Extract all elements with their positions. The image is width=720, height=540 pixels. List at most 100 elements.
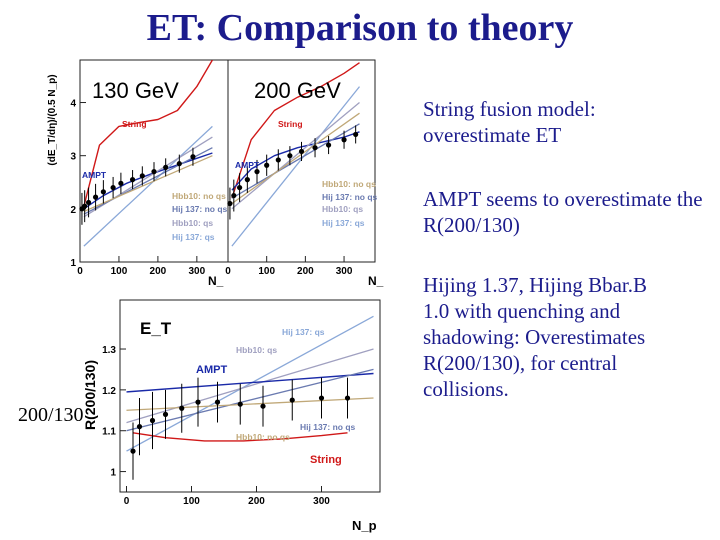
panel1-xtick-label: 0 [77, 266, 83, 277]
panel3-data-point [289, 397, 295, 403]
panel1-data-point [176, 161, 182, 167]
panel1-data-point [85, 199, 92, 206]
panel3-xtick-label: 0 [124, 496, 130, 507]
panel1-data-point [129, 177, 136, 183]
panel1-ytick-label: 4 [70, 99, 76, 110]
panel3-ylabel: R(200/130) [82, 360, 98, 430]
panel3-data-point [136, 424, 143, 430]
panel3-ytick-label: 1.2 [102, 386, 116, 397]
panel1-series-hbb10-no-qs [83, 155, 213, 213]
panel3-data-point [195, 399, 201, 405]
panel3-xtick-label: 100 [183, 496, 200, 507]
panel3-data-point [179, 405, 185, 411]
panel2-legend-hbb10-qs: Hbb10: qs [322, 204, 363, 214]
panel2-data-point [275, 157, 281, 163]
panel3-ytick-label: 1.1 [102, 427, 116, 438]
panel3-data-point [130, 448, 136, 454]
panel1-data-point [82, 203, 88, 209]
panel1-data-point [92, 194, 99, 200]
panel2-xlabel: N_ [368, 274, 384, 288]
panel2-legend-ampt: AMPT [235, 160, 260, 170]
panel3-ytick-label: 1.3 [102, 345, 116, 356]
panel3-data-point [344, 395, 351, 401]
panel2-xtick-label: 0 [225, 266, 231, 277]
panel2-series-hbb10-no-qs [231, 112, 360, 205]
panel1-xlabel: N_ [208, 274, 224, 288]
panel2-xtick-label: 200 [297, 266, 314, 277]
panel1-ylabel: (dE_T/dη)/(0.5 N_p) [47, 74, 58, 165]
panel3-xtick-label: 300 [313, 496, 330, 507]
panel2-data-point [264, 162, 270, 168]
panel2-series-hij-137-no-qs [231, 123, 360, 199]
panel2-series-string [231, 62, 360, 199]
panel1-legend-hij-137-qs: Hij 137: qs [172, 232, 215, 242]
slide-title: ET: Comparison to theory [146, 7, 574, 49]
panel3-series-hij-137-no-qs [126, 368, 374, 432]
panel1-series-hij-137-qs [83, 125, 213, 247]
panel2-legend-string: String [278, 119, 303, 129]
panel1-data-point [110, 184, 116, 191]
panel1-data-point [151, 169, 157, 175]
panel3-data-point [260, 403, 266, 409]
panel1-ytick-label: 1 [70, 258, 76, 269]
panel2-data-point [227, 200, 233, 207]
panel1-data-point [139, 173, 145, 179]
panel1-legend-string: String [122, 119, 147, 129]
panel1-xtick-label: 100 [111, 266, 128, 277]
panel2-panel-label: 200 GeV [254, 78, 341, 103]
panel2-data-point [244, 177, 250, 183]
panel3-data-point [149, 417, 156, 424]
panel1-data-point [100, 189, 106, 195]
bullet-string: String fusion model: overestimate ET [423, 97, 596, 147]
panel2-legend-hbb10-no-qs: Hbb10: no qs [322, 179, 376, 189]
panel3-data-point [162, 411, 169, 417]
panel2-legend-hij-137-qs: Hij 137: qs [322, 218, 365, 228]
panel3-legend-string: String [310, 454, 342, 466]
panel2-data-point [341, 137, 347, 143]
panel3-frame [119, 299, 381, 493]
panel3-series-hbb10-no-qs [126, 397, 374, 411]
bullet-hijing: Hijing 1.37, Hijing Bbar.B 1.0 with quen… [423, 273, 648, 401]
panel1-data-point [118, 180, 124, 186]
panel3-legend-ampt: AMPT [196, 364, 227, 376]
ratio-axis-external-label: 200/130 [18, 404, 84, 426]
panel3-series-hij-137-qs [126, 315, 374, 452]
panel1-legend-hbb10-no-qs: Hbb10: no qs [172, 191, 226, 201]
panel2-data-point [237, 184, 243, 191]
panel2-series-hbb10-qs [231, 102, 360, 210]
panel2-xtick-label: 300 [336, 266, 353, 277]
panel3-data-point [214, 399, 221, 405]
panel2-legend-hij-137-no-qs: Hij 137: no qs [322, 192, 378, 202]
panel1-legend-ampt: AMPT [82, 170, 107, 180]
panel3-panel-label: E_T [140, 319, 172, 338]
panel1-series-hij-137-no-qs [83, 147, 213, 215]
panel2-data-point [312, 145, 318, 151]
bullet-ampt: AMPT seems to overestimate the R(200/130… [423, 187, 703, 237]
panel1-xtick-label: 300 [188, 266, 205, 277]
panel3-xtick-label: 200 [248, 496, 265, 507]
panel3-legend-hij-137-no-qs: Hij 137: no qs [300, 422, 356, 432]
panel3-legend-hbb10-qs: Hbb10: qs [236, 345, 277, 355]
panel2-frame [227, 59, 376, 263]
panel2-xtick-label: 100 [258, 266, 275, 277]
panel1-series-string [83, 60, 214, 207]
panel3-xlabel: N_p [352, 518, 377, 533]
panel3-series-hbb10-qs [126, 348, 374, 424]
panel1-xtick-label: 200 [150, 266, 167, 277]
panel2-data-point [298, 148, 305, 155]
panel1-data-point [190, 154, 196, 160]
panel2-data-point [353, 131, 359, 138]
panel3-ytick-label: 1 [110, 468, 116, 479]
panel2-series-hij-137-qs [231, 86, 361, 247]
panel2-data-point [254, 169, 260, 175]
panel3-legend-hij-137-qs: Hij 137: qs [282, 327, 325, 337]
panel3-data-point [318, 395, 325, 401]
panel3-data-point [237, 401, 243, 407]
panel3-legend-hbb10-no-qs: Hbb10: no qs [236, 432, 290, 442]
panel2-data-point [325, 142, 332, 148]
panel1-legend-hij-137-no-qs: Hij 137: no qs [172, 204, 228, 214]
panel3-series-ampt [126, 372, 374, 393]
panel1-ytick-label: 2 [70, 205, 76, 216]
panel1-data-point [163, 164, 169, 170]
